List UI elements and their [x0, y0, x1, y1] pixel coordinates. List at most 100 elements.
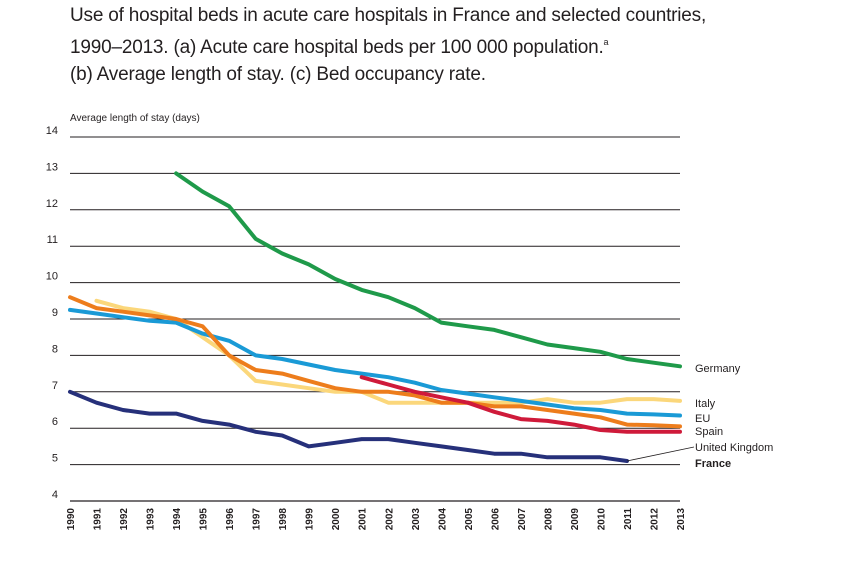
- x-tick-label: 1991: [93, 508, 104, 531]
- data-point: [281, 358, 283, 360]
- y-tick-label: 7: [52, 380, 58, 392]
- x-tick-label: 2001: [358, 508, 369, 531]
- data-point: [546, 403, 548, 406]
- data-point: [546, 343, 548, 346]
- data-point: [281, 252, 283, 255]
- data-point: [679, 431, 681, 433]
- x-tick-label: 2009: [570, 508, 581, 531]
- data-point: [626, 423, 628, 426]
- data-point: [255, 238, 257, 240]
- data-point: [414, 394, 416, 397]
- y-tick-label: 13: [46, 161, 58, 173]
- data-point: [255, 354, 257, 356]
- series-germany: [174, 171, 682, 369]
- legend-label: Spain: [695, 426, 723, 438]
- series-line: [68, 389, 629, 463]
- data-point: [414, 391, 416, 393]
- x-tick-label: 1993: [146, 508, 157, 531]
- title-line-2: 1990–2013. (a) Acute care hospital beds …: [70, 29, 770, 61]
- data-point: [95, 312, 98, 315]
- data-point: [387, 438, 389, 440]
- data-point: [202, 332, 204, 335]
- data-point: [493, 329, 495, 331]
- data-point: [308, 263, 310, 265]
- data-point: [493, 453, 495, 455]
- legend-label: EU: [695, 413, 710, 425]
- y-tick-label: 11: [47, 234, 58, 246]
- data-point: [546, 420, 548, 422]
- x-tick-label: 2011: [623, 508, 634, 530]
- x-tick-label: 1998: [278, 508, 289, 531]
- y-axis-label: Average length of stay (days): [70, 113, 200, 124]
- data-point: [467, 449, 469, 451]
- data-point: [679, 365, 681, 367]
- data-point: [387, 391, 389, 393]
- x-tick-label: 2010: [596, 508, 607, 531]
- data-point: [546, 409, 548, 411]
- data-point: [626, 431, 628, 433]
- data-point: [573, 413, 575, 415]
- x-tick-label: 2012: [649, 508, 660, 531]
- data-point: [228, 340, 230, 342]
- gridlines: [70, 136, 680, 502]
- data-point: [679, 425, 681, 427]
- x-tick-label: 2000: [331, 508, 342, 531]
- y-tick-label: 5: [52, 453, 58, 465]
- data-point: [493, 402, 495, 404]
- x-tick-label: 1999: [305, 508, 316, 531]
- data-point: [175, 318, 177, 320]
- data-point: [599, 402, 602, 404]
- data-point: [175, 322, 177, 324]
- data-point: [414, 402, 416, 404]
- y-tick-label: 14: [46, 125, 58, 137]
- data-point: [467, 402, 469, 404]
- data-point: [520, 336, 522, 338]
- x-tick-label: 1996: [225, 508, 236, 531]
- data-point: [202, 336, 204, 338]
- data-point: [626, 398, 628, 400]
- data-point: [95, 300, 98, 302]
- data-point: [440, 396, 442, 398]
- data-point: [493, 396, 495, 398]
- data-point: [679, 400, 681, 402]
- data-point: [546, 398, 548, 400]
- data-point: [148, 413, 151, 415]
- data-point: [175, 172, 177, 174]
- x-tick-labels: 1990 1991 1992 1993 1994 1995 1996 1997 1998 1999…: [66, 508, 687, 531]
- chart-title: Use of hospital beds in acute care hospi…: [70, 2, 770, 88]
- data-point: [387, 376, 389, 378]
- data-point: [69, 309, 71, 311]
- data-point: [626, 358, 628, 360]
- x-tick-label: 2006: [490, 508, 501, 531]
- data-point: [148, 320, 151, 322]
- y-tick-label: 4: [52, 489, 58, 501]
- x-tick-label: 2008: [543, 508, 554, 531]
- data-point: [69, 391, 71, 393]
- data-point: [334, 391, 336, 393]
- data-point: [281, 373, 283, 375]
- data-point: [573, 407, 575, 409]
- data-point: [95, 307, 98, 309]
- y-tick-labels: 4 5 6 7 8 9 10 11 12 13 14: [46, 125, 58, 501]
- data-point: [361, 438, 363, 440]
- data-point: [626, 413, 628, 415]
- legend-label: Italy: [695, 398, 716, 410]
- x-tick-label: 2002: [384, 508, 395, 531]
- data-point: [122, 316, 124, 318]
- data-point: [573, 456, 575, 458]
- data-point: [255, 431, 257, 433]
- data-point: [361, 376, 363, 378]
- data-point: [493, 405, 495, 407]
- data-point: [414, 442, 416, 444]
- data-point: [573, 423, 575, 426]
- data-point: [122, 311, 124, 313]
- data-point: [599, 409, 602, 411]
- data-point: [652, 398, 655, 400]
- y-tick-label: 10: [46, 271, 58, 283]
- data-point: [440, 389, 442, 391]
- data-point: [599, 351, 602, 353]
- x-tick-label: 2003: [411, 508, 422, 531]
- y-tick-label: 12: [46, 198, 58, 210]
- y-tick-label: 9: [52, 307, 58, 319]
